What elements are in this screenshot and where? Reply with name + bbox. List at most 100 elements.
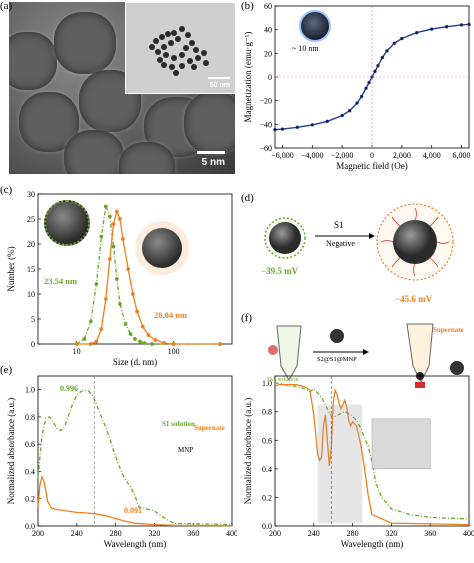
data-point [429, 27, 434, 31]
data-point [118, 302, 122, 306]
panel-a: 50 nm 5 nm (a) [0, 0, 237, 176]
supernate-e-label: Supernate [194, 424, 225, 432]
core-right [393, 220, 437, 264]
y-tick-label: −40 [259, 120, 272, 129]
y-tick-label: 0.4 [262, 465, 272, 474]
data-point [355, 101, 359, 105]
data-point [273, 127, 277, 132]
data-point [128, 332, 133, 336]
ann-right: 28.04 nm [154, 310, 188, 320]
tem-inset-image: 50 nm [125, 2, 235, 94]
y-tick-label: 5 [31, 315, 35, 324]
supernate-f-label: Supernate [433, 326, 464, 334]
x-axis-label: Magnetic field (Oe) [336, 161, 407, 171]
data-point [171, 342, 176, 346]
data-point [99, 327, 104, 331]
data-point [400, 36, 404, 41]
data-point [340, 113, 344, 118]
panel-e: (e) 0.0 0.2 0.4 0.6 0.8 1.0 200 240 280 320 360 400… [0, 364, 238, 558]
zeta-right: −45.6 mV [395, 294, 433, 304]
data-point [130, 292, 135, 296]
data-point [367, 80, 371, 85]
x-axis-label: Size (d. nm) [113, 357, 157, 367]
data-point [385, 49, 389, 53]
y-axis-label: Magnetization (emu·g⁻¹) [243, 32, 253, 123]
panel-b: (b) −60 −40 −20 0 20 40 60 −6,000 −4,000 −2,000 0 2… [237, 0, 474, 185]
y-axis-label: Normalized absorbance (a.u.) [243, 398, 253, 504]
y-tick-label: 25 [27, 215, 35, 224]
y-tick-label: 30 [27, 190, 35, 199]
data-point [444, 24, 449, 29]
ann-left: 23.54 nm [44, 276, 78, 286]
y-tick-label: 0.0 [25, 522, 35, 531]
data-point [325, 119, 329, 124]
data-point [217, 342, 222, 346]
nanoparticle-cluster [149, 26, 209, 76]
tube-right [406, 323, 434, 384]
y-tick-label: 60 [264, 2, 272, 11]
magnetization-chart: −60 −40 −20 0 20 40 60 −6,000 −4,000 −2,000 0 2,000… [243, 2, 471, 171]
panel-label-c: (c) [0, 184, 13, 196]
data-point [107, 214, 112, 219]
y-tick-label: 0.4 [25, 467, 35, 476]
panel-c: (c) 0 5 10 15 20 25 30 10 100 Size (d. nm) Number … [0, 184, 237, 374]
arrow-bottom-label: Negative [326, 239, 355, 248]
x-tick-label: 100 [168, 347, 180, 356]
y-tick-label: 0.0 [262, 522, 272, 531]
zeta-left: −39.5 mV [261, 266, 299, 276]
panel-d: (d) S1 Negative −39.5 mV −45.6 mV [237, 184, 474, 314]
data-point [114, 209, 119, 214]
data-point [347, 108, 352, 113]
s1-solution-label: S1 solution [162, 420, 195, 428]
size-distribution-chart: 0 5 10 15 20 25 30 10 100 Size (d. nm) Number (%) [6, 190, 233, 367]
y-tick-label: 1.0 [262, 379, 272, 388]
mnp-label: MNP [178, 446, 194, 454]
x-axis-label: Wavelength (nm) [341, 539, 404, 549]
data-point [280, 127, 285, 131]
particle-illustration-left [44, 200, 90, 246]
data-point [88, 342, 93, 346]
particle-illustration-right [142, 228, 182, 268]
data-point [111, 222, 116, 226]
y-tick-label: 0.2 [262, 493, 272, 502]
y-tick-label: 0 [31, 340, 35, 349]
reagent-label: S2@S1@MNP [317, 356, 357, 363]
series-line-0 [37, 389, 233, 526]
y-axis-label: Normalized absorbance (a.u.) [6, 398, 16, 504]
highlight-region [317, 404, 363, 524]
data-point [94, 282, 99, 286]
data-point [415, 30, 419, 35]
data-point [359, 94, 364, 99]
x-tick-label: 4,000 [423, 151, 441, 160]
data-point [142, 341, 147, 345]
y-tick-label: 20 [264, 49, 272, 58]
data-point [103, 297, 108, 301]
x-axis-label: Wavelength (nm) [104, 539, 167, 549]
y-tick-label: 0 [268, 73, 272, 82]
x-tick-label: 6,000 [453, 151, 471, 160]
zoom-inset [371, 418, 431, 470]
core-left [269, 222, 301, 254]
panel-f-schematic: (f) DA solution S2@S1@MNP Supernate [237, 310, 474, 390]
y-tick-label: 0.2 [25, 495, 35, 504]
data-point [88, 319, 93, 324]
x-tick-label: 0 [370, 151, 374, 160]
x-tick-label: 200 [32, 529, 44, 538]
data-point [120, 237, 125, 241]
y-tick-label: 1.0 [25, 386, 35, 395]
detection-schematic [268, 323, 464, 388]
tube-left [276, 325, 302, 382]
x-tick-label: −4,000 [301, 151, 324, 160]
data-point [103, 204, 108, 209]
series-line-1 [37, 474, 233, 527]
x-tick-label: −2,000 [331, 151, 354, 160]
data-point [459, 23, 464, 27]
main-scale-label: 5 nm [201, 157, 225, 168]
data-point [150, 342, 155, 346]
y-tick-label: 15 [27, 265, 35, 274]
panel-label-a: (a) [0, 0, 13, 12]
x-tick-label: 240 [71, 529, 83, 538]
data-point [295, 125, 300, 130]
da-solution-label: DA solution [267, 376, 299, 383]
panel-f: 0.0 0.2 0.4 0.6 0.8 1.0 200 240 280 320 360 400 Wave… [237, 374, 474, 558]
